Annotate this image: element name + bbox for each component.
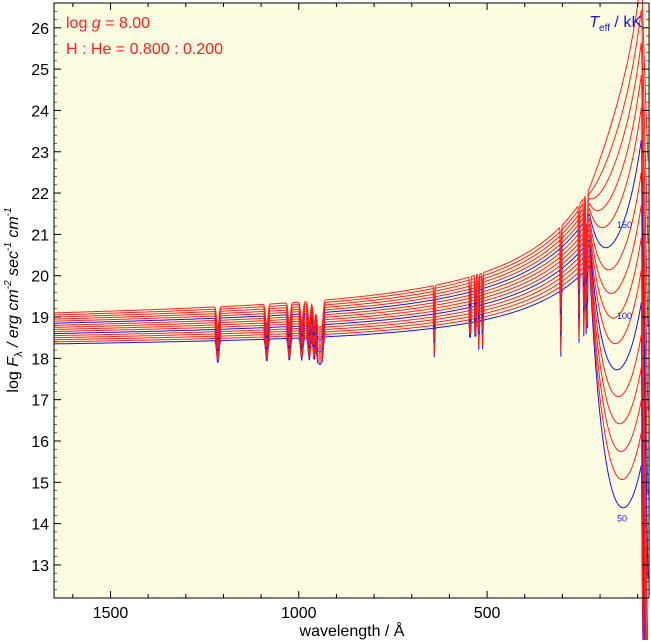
flux-curve-200kK (54, 0, 649, 329)
flux-curve-180kK (54, 42, 649, 334)
model-curves (53, 0, 649, 640)
y-tick-label: 14 (31, 517, 49, 534)
composition-annotation: H : He = 0.800 : 0.200 (66, 41, 223, 58)
flux-curve-190kK (53, 9, 649, 332)
y-tick-label: 19 (31, 310, 49, 327)
x-axis-label: wavelength / Å (299, 621, 405, 640)
flux-curve-170kK (54, 74, 649, 412)
y-tick-label: 16 (31, 434, 49, 451)
flux-curve-60kK (54, 259, 648, 640)
flux-curve-100kK (53, 238, 648, 640)
flux-curve-150kK (54, 139, 649, 579)
x-tick-label: 1500 (93, 605, 129, 622)
flux-curve-160kK (53, 107, 649, 495)
y-tick-label: 13 (31, 558, 49, 575)
y-tick-label: 24 (31, 103, 49, 120)
flux-curve-140kK (54, 172, 649, 640)
curve-label: 50 (617, 514, 627, 524)
flux-curve-120kK (54, 227, 648, 640)
y-tick-label: 15 (31, 475, 49, 492)
x-tick-label: 500 (474, 605, 501, 622)
y-tick-label: 17 (31, 393, 49, 410)
y-tick-label: 18 (31, 351, 49, 368)
flux-curve-90kK (54, 243, 648, 640)
y-tick-label: 21 (31, 227, 49, 244)
flux-curve-70kK (53, 254, 648, 640)
curve-labels: 150 100 50 (617, 220, 632, 523)
axis-ticks: 13 14 15 16 17 18 19 20 21 22 23 24 25 26 1500 1000 500 (31, 2, 649, 622)
x-tick-label: 1000 (281, 605, 317, 622)
flux-curve-50kK (54, 264, 648, 640)
y-tick-label: 26 (31, 21, 49, 38)
flux-curve-130kK (53, 204, 648, 640)
logg-annotation: log g = 8.00 (66, 15, 150, 32)
y-tick-label: 20 (31, 269, 49, 286)
y-tick-label: 25 (31, 62, 49, 79)
curve-label: 150 (617, 220, 632, 230)
flux-curve-110kK (54, 233, 648, 640)
flux-curve-80kK (54, 248, 648, 640)
y-axis-label: log Fλ / erg cm-2 sec-1 cm-1 (3, 207, 25, 392)
curve-label: 100 (617, 311, 632, 321)
y-tick-label: 22 (31, 186, 49, 203)
teff-legend: Teff / kK (589, 14, 642, 34)
y-tick-label: 23 (31, 145, 49, 162)
